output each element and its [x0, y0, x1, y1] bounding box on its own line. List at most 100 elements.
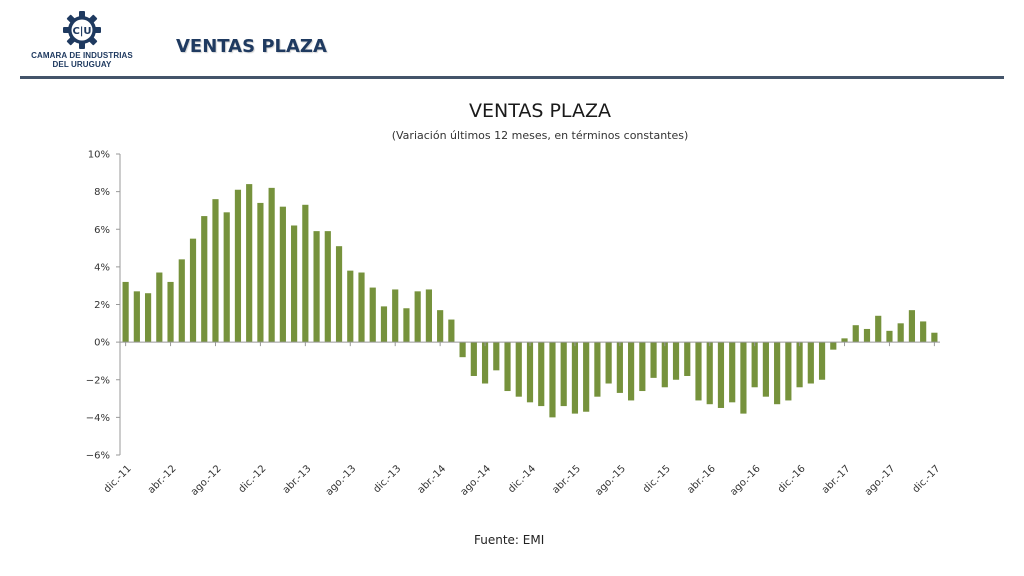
- gear-logo-icon: C|U: [63, 11, 101, 49]
- bar: [740, 342, 747, 414]
- bar: [785, 342, 792, 401]
- bar: [493, 342, 500, 371]
- bar: [189, 238, 197, 343]
- bar: [481, 342, 489, 384]
- bar: [774, 342, 781, 405]
- bar: [414, 291, 421, 343]
- bar: [212, 199, 219, 343]
- bar: [392, 289, 399, 343]
- x-tick-label: dic.-12: [237, 463, 269, 495]
- x-tick-label: dic.-14: [506, 463, 538, 495]
- y-tick-label: −2%: [86, 375, 110, 386]
- bar: [538, 342, 545, 407]
- chart: VENTAS PLAZA (Variación últimos 12 meses…: [0, 90, 1024, 560]
- bar: [650, 342, 657, 378]
- bar: [324, 231, 331, 343]
- bar: [403, 308, 410, 343]
- x-tick-label: abr.-12: [146, 463, 179, 496]
- x-tick-label: abr.-16: [685, 463, 718, 496]
- x-tick-label: abr.-14: [416, 463, 449, 496]
- bar: [133, 291, 140, 343]
- bar: [931, 332, 938, 343]
- bar: [863, 328, 871, 343]
- bar: [875, 315, 882, 343]
- x-tick-label: ago.-14: [459, 463, 494, 498]
- bar: [807, 342, 814, 384]
- bar: [167, 281, 174, 343]
- x-tick-label: ago.-13: [324, 463, 359, 498]
- x-tick-label: ago.-12: [189, 463, 224, 498]
- bar: [201, 216, 208, 343]
- bar: [144, 293, 152, 343]
- bar: [605, 342, 612, 384]
- bar: [571, 342, 579, 414]
- y-tick-label: 0%: [94, 338, 110, 349]
- bar: [818, 342, 826, 380]
- chart-plot: 10% 8% 6% 4% 2% 0% −2% −4% −6%dic.-11 abr.-12 ago.…: [86, 150, 943, 498]
- y-tick-label: −4%: [86, 413, 110, 424]
- bar: [504, 342, 511, 392]
- logo-mark: C|U: [72, 26, 91, 37]
- bar: [706, 342, 713, 405]
- bar: [347, 270, 354, 343]
- bar: [358, 272, 365, 343]
- bar: [425, 289, 432, 343]
- ciu-logo: C|U CAMARA DE INDUSTRIAS DEL URUGUAY: [22, 10, 142, 70]
- x-tick-label: abr.-17: [820, 463, 853, 496]
- x-tick-label: ago.-16: [728, 463, 763, 498]
- bar: [279, 206, 286, 343]
- bar: [515, 342, 522, 397]
- x-tick-label: dic.-13: [371, 463, 403, 495]
- bar: [257, 202, 264, 343]
- logo-text-line1: CAMARA DE INDUSTRIAS: [31, 51, 133, 60]
- bar: [560, 342, 567, 407]
- bar: [470, 342, 477, 376]
- bar: [380, 306, 388, 343]
- bar: [246, 184, 253, 343]
- bar: [594, 342, 601, 397]
- bar: [661, 342, 668, 388]
- bar: [908, 310, 916, 343]
- bar: [852, 325, 859, 343]
- bar: [830, 342, 837, 350]
- bar: [920, 321, 927, 343]
- y-tick-label: 4%: [94, 262, 110, 273]
- header: C|U CAMARA DE INDUSTRIAS DEL URUGUAY VEN…: [0, 0, 1024, 80]
- bar: [234, 189, 242, 343]
- bar: [583, 342, 590, 412]
- logo-text-line2: DEL URUGUAY: [52, 60, 112, 69]
- chart-title: VENTAS PLAZA: [469, 100, 611, 122]
- x-tick-label: dic.-11: [102, 463, 134, 495]
- y-tick-label: 2%: [94, 300, 110, 311]
- source-note: Fuente: EMI: [474, 533, 545, 547]
- slide-title: VENTAS PLAZA: [176, 36, 327, 57]
- bar: [437, 310, 444, 343]
- bar: [628, 342, 635, 401]
- x-tick-label: abr.-15: [550, 463, 583, 496]
- bar: [897, 323, 904, 343]
- bar: [717, 342, 725, 408]
- bar: [156, 272, 163, 343]
- header-divider: [20, 76, 1004, 79]
- chart-subtitle: (Variación últimos 12 meses, en términos…: [391, 129, 689, 142]
- y-tick-label: −6%: [86, 451, 110, 462]
- bar: [268, 187, 275, 343]
- x-tick-label: dic.-17: [911, 463, 943, 495]
- bar: [672, 342, 680, 380]
- bar: [886, 330, 893, 343]
- x-tick-label: ago.-15: [593, 463, 628, 498]
- bar: [459, 342, 466, 358]
- bar: [122, 281, 129, 343]
- bar: [762, 342, 769, 397]
- bar: [291, 225, 298, 343]
- x-tick-label: abr.-13: [281, 463, 314, 496]
- bar: [313, 231, 320, 343]
- bar: [178, 259, 185, 343]
- bar: [796, 342, 803, 388]
- x-tick-label: ago.-17: [863, 463, 898, 498]
- bar: [729, 342, 736, 403]
- bar: [223, 212, 230, 343]
- bar: [549, 342, 556, 418]
- bar: [684, 342, 691, 376]
- bar: [526, 342, 534, 403]
